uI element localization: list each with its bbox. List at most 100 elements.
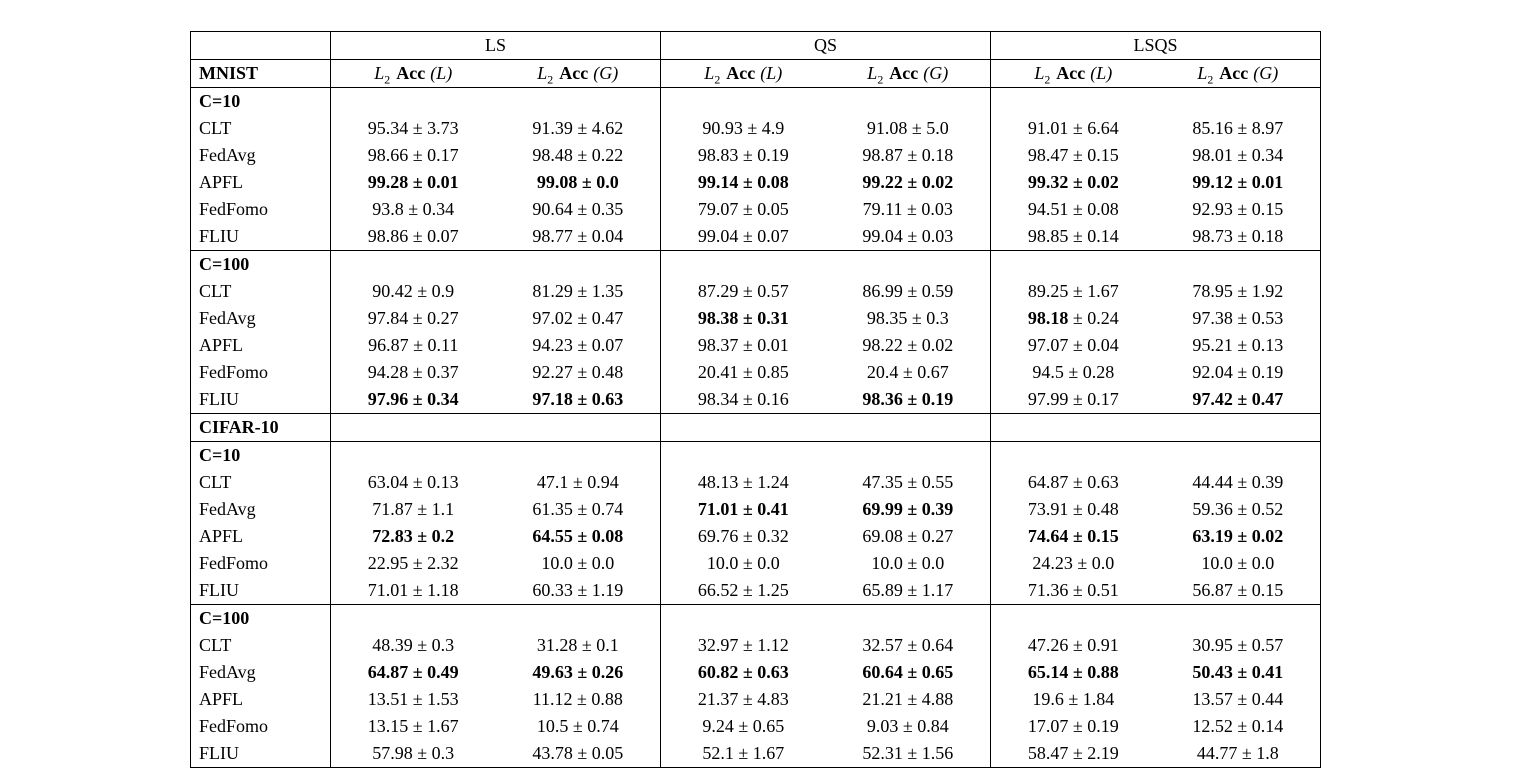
value-cell: 92.04 ± 0.19 [1192,362,1284,382]
value-cell: 98.48 ± 0.22 [495,142,662,169]
value-cell: 31.28 ± 0.1 [495,632,662,659]
value-cell: 63.19 ± 0.02 [1192,526,1284,546]
group-header-qs: QS [660,31,992,60]
bold-value: 98.18 [1027,308,1069,328]
value-cell: 64.87 ± 0.49 [367,662,459,682]
value-cell: 22.95 ± 2.32 [367,553,459,573]
section-label-cell: C=100 [190,250,331,278]
method-row: FedFomo 94.28 ± 0.37 92.27 ± 0.48 20.41 ± 0… [190,359,1321,386]
empty-cell [1156,88,1321,116]
method-row: FLIU 71.01 ± 1.18 60.33 ± 1.19 66.52 ± 1.25… [190,577,1321,605]
method-name-cell: FedFomo [190,196,331,223]
value-cell: 19.6 ± 1.84 [1032,689,1115,709]
acc-label: Acc [726,63,756,83]
acc-label: Acc [559,63,589,83]
value-cell: 74.64 ± 0.15 [1027,526,1119,546]
empty-cell [495,441,662,469]
method-row: FLIU 97.96 ± 0.34 97.18 ± 0.63 98.34 ± 0.16… [190,386,1321,414]
empty-cell [991,605,1156,633]
empty-cell [1156,442,1321,470]
acc-label: Acc [889,63,919,83]
value-cell: 20.4 ± 0.67 [825,359,992,386]
method-name-cell: CLT [190,469,331,496]
method-row: FedFomo 13.15 ± 1.67 10.5 ± 0.74 9.24 ± 0.6… [190,713,1321,740]
value-cell: 63.04 ± 0.13 [367,472,459,492]
method-name-cell: FedFomo [190,359,331,386]
l2-symbol: L [704,63,715,83]
empty-cell [331,605,496,633]
method-name-cell: FedAvg [190,496,331,523]
value-cell: 59.36 ± 0.52 [1192,499,1284,519]
value-cell: 69.76 ± 0.32 [697,526,789,546]
acc-label: Acc [1056,63,1086,83]
value-cell: 89.25 ± 1.67 [1027,281,1119,301]
value-cell: 66.52 ± 1.25 [660,577,826,605]
value-cell: 48.39 ± 0.3 [372,635,455,655]
value-cell: 87.29 ± 0.57 [697,281,789,301]
value-cell: 9.03 ± 0.84 [825,713,992,740]
method-row: FLIU 98.86 ± 0.07 98.77 ± 0.04 99.04 ± 0.07… [190,223,1321,251]
empty-cell [991,88,1156,116]
value-cell: 44.44 ± 0.39 [1192,472,1284,492]
method-name-cell: APFL [190,686,331,713]
l2-subscript: 2 [547,72,554,87]
group-header-row: LS QS LSQS [190,31,1321,60]
empty-cell [1155,413,1321,442]
value-cell: 98.22 ± 0.02 [825,332,992,359]
value-cell: 98.73 ± 0.18 [1155,223,1321,251]
acc-arg: (L) [1090,63,1113,83]
empty-cell [825,87,992,115]
value-cell: 58.47 ± 2.19 [990,740,1156,768]
acc-arg: (G) [1253,63,1279,83]
value-cell: 13.51 ± 1.53 [367,689,459,709]
value-cell: 17.07 ± 0.19 [1027,716,1119,736]
value-cell: 10.5 ± 0.74 [495,713,662,740]
results-table-grid: LS QS LSQS MNIST L2 Acc (L) L2 Acc (G) L2 Acc… [190,31,1322,768]
value-cell: 20.41 ± 0.85 [697,362,789,382]
value-cell: 98.86 ± 0.07 [330,223,496,251]
value-cell: 98.77 ± 0.04 [495,223,662,251]
value-cell: 99.04 ± 0.03 [825,223,992,251]
value-cell: 78.95 ± 1.92 [1192,281,1284,301]
value-cell: 13.57 ± 0.44 [1192,689,1284,709]
value-cell: 94.51 ± 0.08 [1027,199,1119,219]
method-name-cell: FedAvg [190,142,331,169]
value-cell: 97.84 ± 0.27 [367,308,459,328]
method-name-cell: CLT [190,278,331,305]
empty-cell [495,413,662,442]
method-name-cell: FLIU [190,386,331,414]
value-cell: 52.1 ± 1.67 [660,740,826,768]
value-cell: 10.0 ± 0.0 [706,553,780,573]
value-cell: 13.15 ± 1.67 [367,716,459,736]
method-row: FedFomo 22.95 ± 2.32 10.0 ± 0.0 10.0 ± 0.0 1… [190,550,1321,577]
section-label-row: CIFAR-10 [190,413,1321,442]
col-header-lsqs-local: L2 Acc (L) [990,59,1156,88]
method-name-cell: FedAvg [190,659,331,686]
value-cell: 32.57 ± 0.64 [825,632,992,659]
empty-cell [661,442,826,470]
empty-cell [330,413,496,442]
empty-cell [661,88,826,116]
empty-cell [825,604,992,632]
value-cell: 95.21 ± 0.13 [1192,335,1284,355]
value-cell: 65.14 ± 0.88 [1027,662,1119,682]
value-cell: 90.42 ± 0.9 [372,281,455,301]
value-cell: 98.83 ± 0.19 [697,145,789,165]
value-cell: 90.64 ± 0.35 [495,196,662,223]
value-cell: 96.87 ± 0.11 [368,335,459,355]
value-cell: 97.02 ± 0.47 [495,305,662,332]
section-label-row: C=100 [190,604,1321,633]
value-cell: 97.18 ± 0.63 [495,386,662,414]
value-cell: 95.34 ± 3.73 [367,118,459,138]
value-cell: 50.43 ± 0.41 [1192,662,1284,682]
section-label-cell: CIFAR-10 [190,413,331,442]
method-row: CLT 95.34 ± 3.73 91.39 ± 4.62 90.93 ± 4.9 91… [190,115,1321,142]
value-cell: 99.08 ± 0.0 [495,169,662,196]
method-name-cell: FLIU [190,577,331,605]
value-cell: 47.1 ± 0.94 [495,469,662,496]
value-cell: 97.42 ± 0.47 [1155,386,1321,414]
value-cell: 24.23 ± 0.0 [1032,553,1115,573]
empty-cell [661,251,826,279]
acc-arg: (L) [430,63,453,83]
value-cell: 91.08 ± 5.0 [825,115,992,142]
